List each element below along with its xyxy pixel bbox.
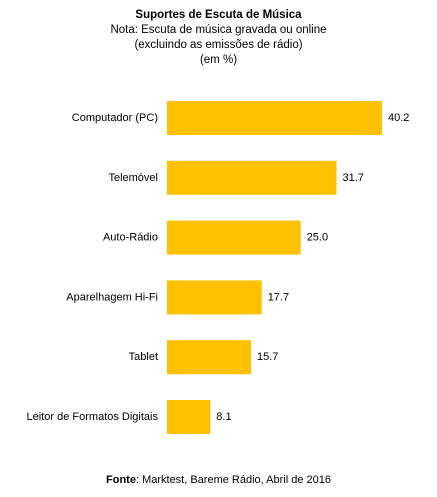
bar	[167, 400, 211, 434]
value-label: 25.0	[307, 232, 328, 244]
category-label: Aparelhagem Hi-Fi	[66, 291, 158, 303]
source-text: : Marktest, Bareme Rádio, Abril de 2016	[135, 474, 331, 486]
category-label: Tablet	[129, 351, 158, 363]
chart-subtitle-line: Nota: Escuta de música gravada ou online	[110, 24, 327, 36]
bar	[167, 220, 301, 255]
source-label: Fonte	[106, 474, 136, 486]
value-label: 8.1	[216, 411, 231, 423]
source-note: Fonte: Marktest, Bareme Rádio, Abril de …	[0, 473, 437, 487]
value-label: 17.7	[268, 291, 289, 303]
bar	[167, 340, 251, 375]
category-label: Leitor de Formatos Digitais	[27, 411, 159, 423]
bar	[167, 160, 337, 195]
bar	[167, 280, 262, 315]
value-label: 40.2	[388, 112, 409, 124]
category-label: Computador (PC)	[72, 112, 158, 124]
chart-header: Suportes de Escuta de Música Nota: Escut…	[0, 8, 437, 68]
chart-subtitle-line: (excluindo as emissões de rádio)	[134, 39, 303, 51]
bar	[167, 101, 382, 135]
category-label: Auto-Rádio	[103, 232, 158, 244]
chart-units-label: (em %)	[199, 54, 238, 66]
value-label: 15.7	[257, 351, 278, 363]
chart-title: Suportes de Escuta de Música	[135, 9, 302, 21]
category-label: Telemóvel	[108, 172, 158, 184]
value-label: 31.7	[343, 172, 364, 184]
